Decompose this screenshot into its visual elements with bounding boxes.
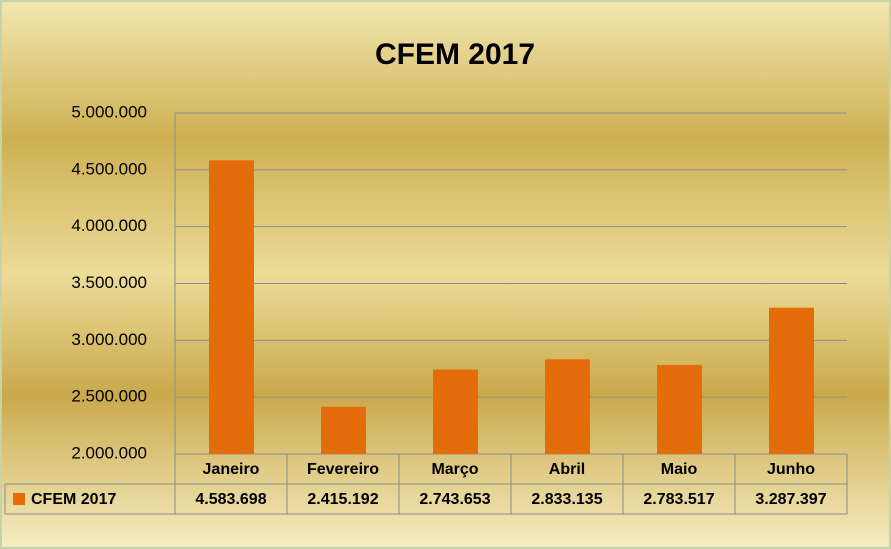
y-tick-label: 2.500.000	[71, 387, 147, 406]
x-tick-label: Janeiro	[203, 461, 260, 478]
y-tick-label: 3.500.000	[71, 273, 147, 292]
y-tick-label: 4.500.000	[71, 159, 147, 178]
data-table-value: 2.743.653	[419, 491, 490, 508]
y-tick-label: 5.000.000	[71, 102, 147, 121]
legend-key	[13, 493, 25, 505]
x-tick-label: Fevereiro	[307, 461, 379, 478]
x-tick-label: Março	[431, 461, 478, 478]
data-table-value: 3.287.397	[755, 491, 826, 508]
chart-title: CFEM 2017	[375, 38, 535, 71]
x-tick-label: Abril	[549, 461, 585, 478]
bar	[433, 369, 478, 454]
bar	[209, 160, 254, 455]
y-tick-label: 2.000.000	[71, 443, 147, 462]
x-tick-label: Maio	[661, 461, 698, 478]
y-tick-label: 4.000.000	[71, 216, 147, 235]
bar	[657, 364, 702, 454]
bar	[321, 406, 366, 454]
bar	[769, 307, 814, 454]
bar	[545, 359, 590, 454]
legend-label: CFEM 2017	[31, 491, 116, 508]
data-table-value: 2.415.192	[307, 491, 378, 508]
data-table-value: 2.783.517	[643, 491, 714, 508]
x-tick-label: Junho	[767, 461, 815, 478]
data-table-value: 4.583.698	[195, 491, 266, 508]
data-table-value: 2.833.135	[531, 491, 602, 508]
y-tick-label: 3.000.000	[71, 330, 147, 349]
